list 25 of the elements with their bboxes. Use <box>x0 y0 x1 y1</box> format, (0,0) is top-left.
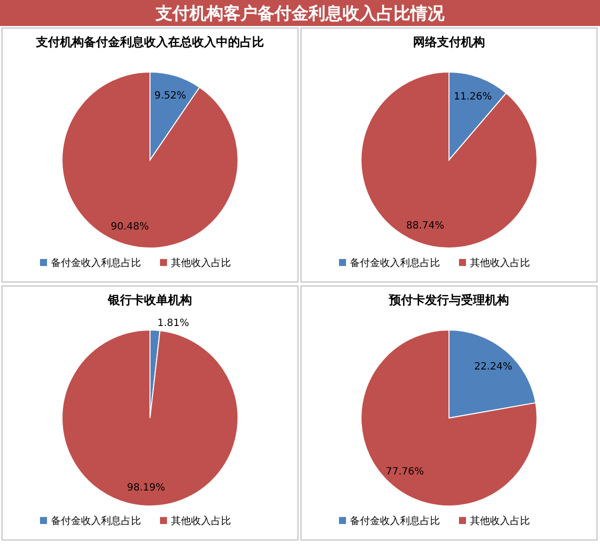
legend-label: 备付金收入利息占比 <box>350 515 440 527</box>
legend-label: 备付金收入利息占比 <box>51 257 141 269</box>
data-label: 9.52% <box>154 90 186 102</box>
data-label: 77.76% <box>386 466 424 478</box>
text: 支付机构客户备付金利息收入占比情况 <box>154 4 446 24</box>
legend-label: 备付金收入利息占比 <box>350 257 440 269</box>
legend-label: 备付金收入利息占比 <box>51 515 141 527</box>
legend-label: 其他收入占比 <box>171 257 231 269</box>
chart-title: 预付卡发行与受理机构 <box>388 293 509 307</box>
data-label: 1.81% <box>157 318 190 330</box>
data-label: 88.74% <box>406 220 444 232</box>
data-label: 98.19% <box>127 482 166 494</box>
pie-slice <box>360 330 538 506</box>
data-label: 90.48% <box>110 222 149 233</box>
chart-title: 网络支付机构 <box>413 35 485 49</box>
data-label: 22.24% <box>474 361 512 372</box>
pie-slice <box>62 72 238 248</box>
legend-label: 其他收入占比 <box>470 257 530 269</box>
legend-label: 其他收入占比 <box>171 515 231 527</box>
pie-slice <box>62 330 238 506</box>
legend-label: 其他收入占比 <box>470 515 530 527</box>
chart-title: 支付机构备付金利息收入在总收入中的占比 <box>35 35 264 49</box>
chart-title: 银行卡收单机构 <box>107 293 192 307</box>
pie-slice <box>360 72 538 248</box>
data-label: 11.26% <box>454 92 492 103</box>
